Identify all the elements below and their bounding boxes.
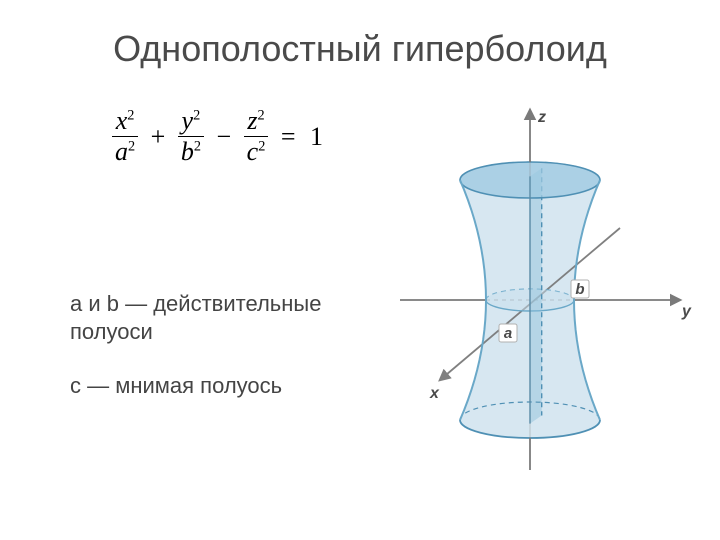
description-real-axes: a и b — действительные полуоси [70,290,370,345]
equation-op-1: + [147,122,170,152]
svg-text:z: z [537,109,546,126]
description-imaginary-axis: с — мнимая полуось [70,372,370,400]
equation-rhs: 1 [306,122,327,152]
equation-term-3: z2 c2 [244,108,269,165]
svg-text:x: x [429,385,440,402]
slide: Однополостный гиперболоид x2 a2 + y2 b2 … [0,0,720,540]
hyperboloid-diagram: z y x a b [360,100,700,480]
svg-text:b: b [575,281,584,298]
equation: x2 a2 + y2 b2 − z2 c2 = 1 [110,108,327,165]
equation-op-2: − [212,122,235,152]
slide-title: Однополостный гиперболоид [0,28,720,70]
equation-term-2: y2 b2 [178,108,204,165]
equation-term-1: x2 a2 [112,108,138,165]
equation-equals: = [277,122,300,152]
svg-text:y: y [681,303,692,320]
svg-text:a: a [504,325,512,342]
